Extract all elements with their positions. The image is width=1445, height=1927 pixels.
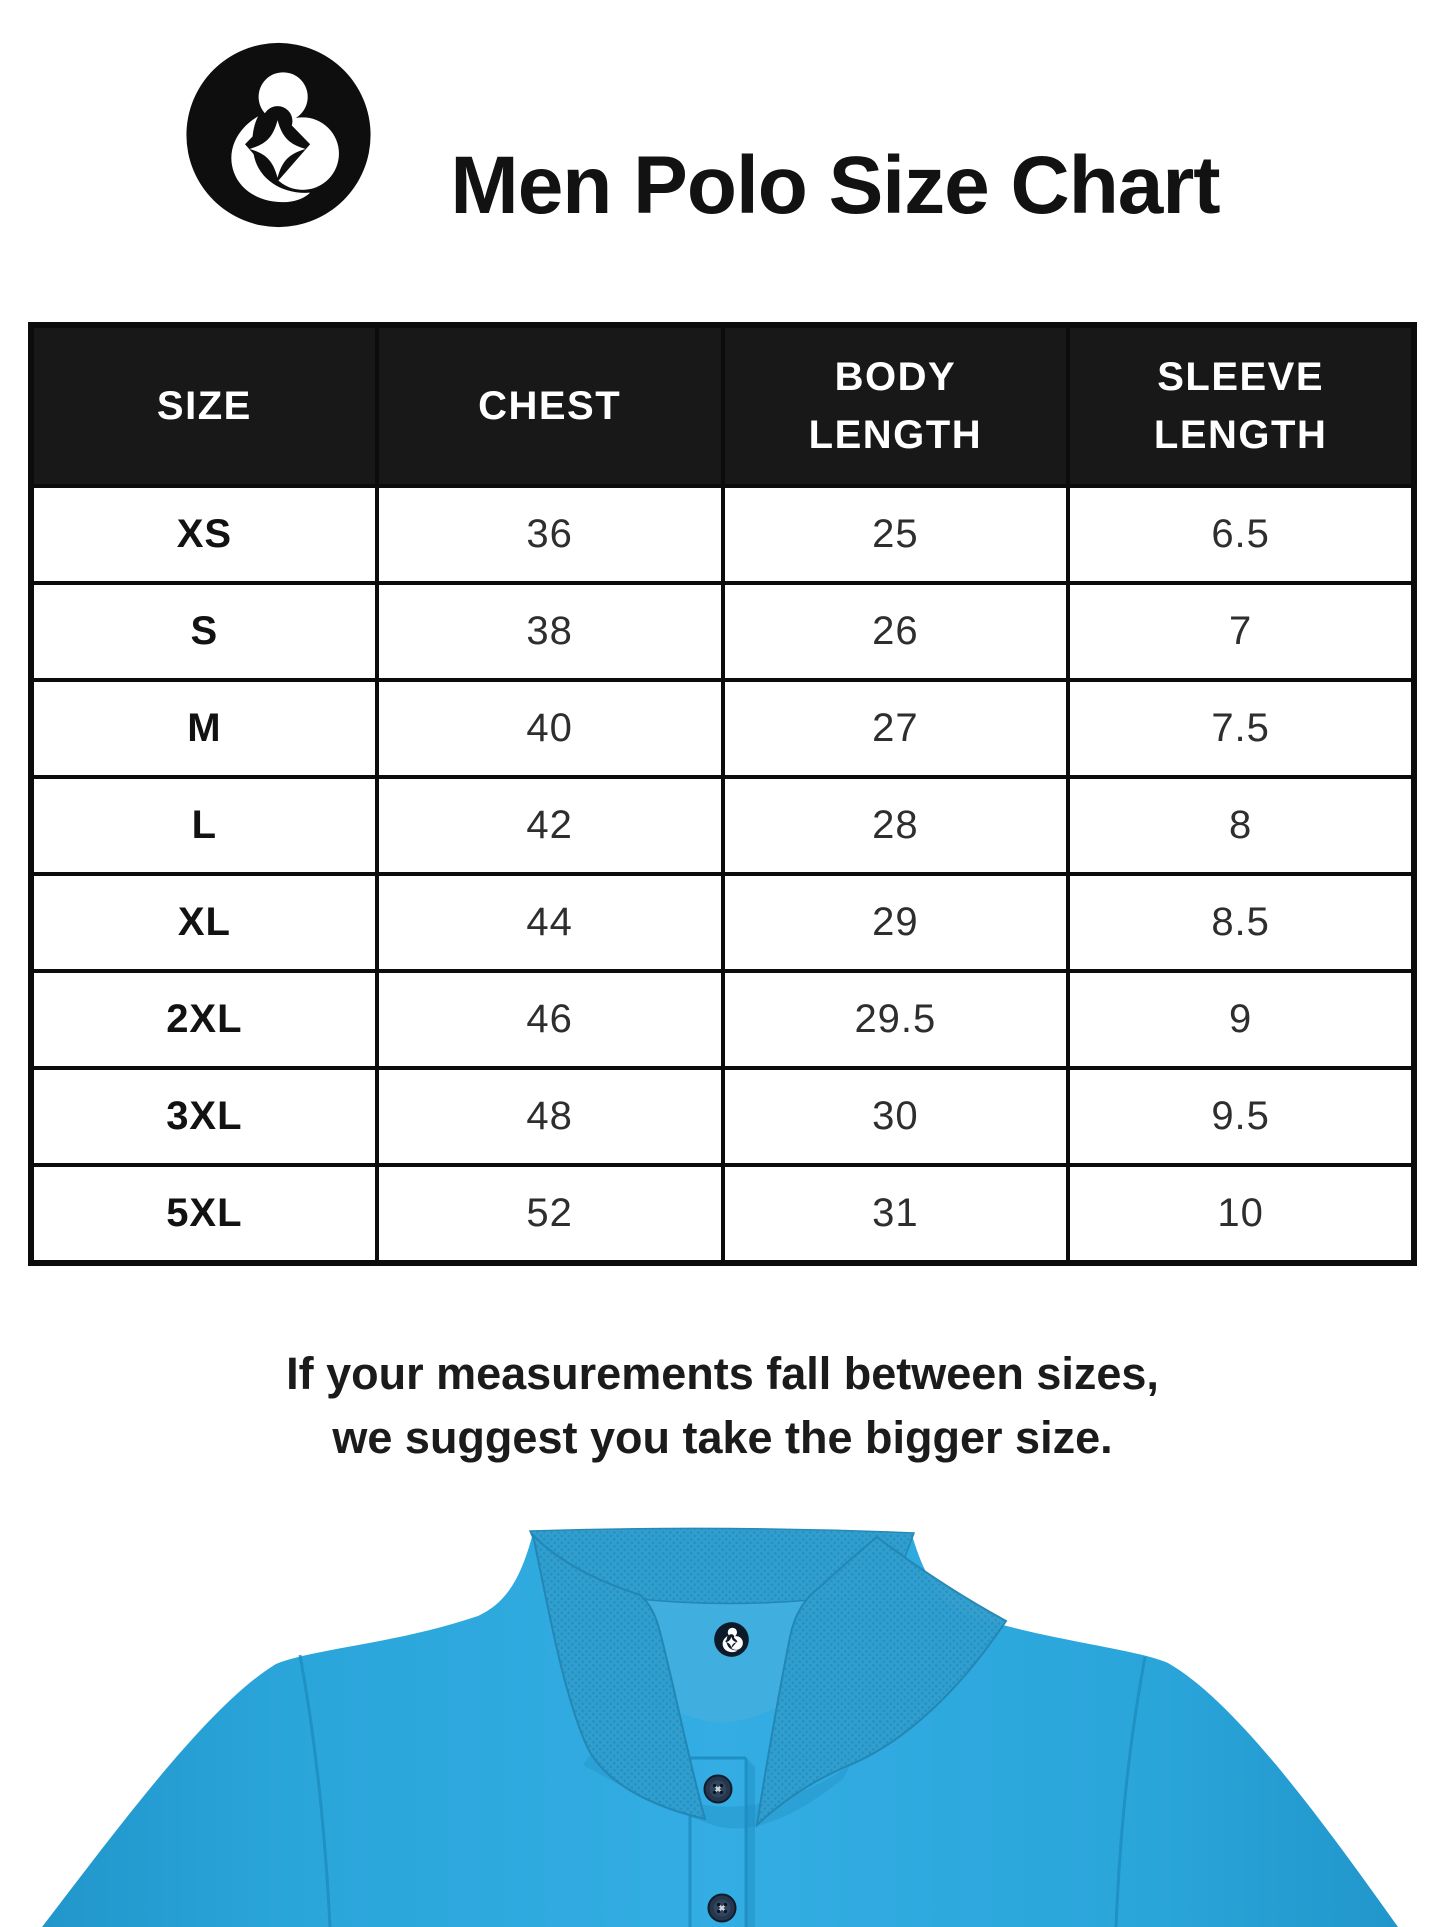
size-cell: 3XL (29, 1066, 379, 1167)
sleeve-length-cell: 7 (1066, 581, 1416, 682)
table-row: S 38 26 7 (29, 581, 1416, 682)
table-header-row: SIZE CHEST BODY LENGTH SLEEVE LENGTH (29, 323, 1416, 488)
body-length-cell: 29 (720, 872, 1071, 973)
size-cell: M (29, 678, 379, 779)
chest-cell: 42 (374, 775, 725, 876)
chest-cell: 52 (374, 1163, 725, 1265)
size-cell: 5XL (29, 1163, 379, 1265)
body-length-cell: 28 (720, 775, 1071, 876)
sizing-note-line2: we suggest you take the bigger size. (332, 1411, 1113, 1463)
sizing-note: If your measurements fall between sizes,… (0, 1342, 1445, 1470)
size-cell: L (29, 775, 379, 876)
neck-label-logo-icon (714, 1622, 749, 1657)
sleeve-length-cell: 10 (1066, 1163, 1416, 1265)
col-header-chest-label: CHEST (478, 384, 622, 428)
body-length-cell: 26 (720, 581, 1071, 682)
sleeve-length-cell: 6.5 (1066, 484, 1416, 585)
table-row: M 40 27 7.5 (29, 678, 1416, 779)
body-length-cell: 31 (720, 1163, 1071, 1265)
page-title: Men Polo Size Chart (450, 139, 1220, 231)
col-header-body-length-label: BODY LENGTH (808, 355, 983, 457)
table-row: L 42 28 8 (29, 775, 1416, 876)
product-photo-polo-shirt (42, 1527, 1398, 1927)
table-row: XS 36 25 6.5 (29, 484, 1416, 585)
sizing-note-line1: If your measurements fall between sizes, (286, 1348, 1159, 1399)
col-header-body-length: BODY LENGTH (720, 323, 1071, 488)
col-header-size: SIZE (29, 323, 379, 488)
size-cell: 2XL (29, 969, 379, 1070)
size-chart-table: SIZE CHEST BODY LENGTH SLEEVE LENGTH XS … (28, 322, 1417, 1266)
table-row: 3XL 48 30 9.5 (29, 1066, 1416, 1167)
polo-button (703, 1774, 733, 1804)
sleeve-length-cell: 7.5 (1066, 678, 1416, 779)
size-cell: XL (29, 872, 379, 973)
left-sleeve-seam (298, 1654, 332, 1927)
col-header-size-label: SIZE (156, 384, 252, 428)
chest-cell: 44 (374, 872, 725, 973)
polo-button (707, 1893, 737, 1923)
chest-cell: 36 (374, 484, 725, 585)
body-length-cell: 30 (720, 1066, 1071, 1167)
body-length-cell: 29.5 (720, 969, 1071, 1070)
polo-collar (528, 1527, 1008, 1828)
table-row: XL 44 29 8.5 (29, 872, 1416, 973)
table-row: 2XL 46 29.5 9 (29, 969, 1416, 1070)
col-header-sleeve-length: SLEEVE LENGTH (1066, 323, 1416, 488)
right-sleeve-seam (1114, 1656, 1147, 1927)
sleeve-length-cell: 8 (1066, 775, 1416, 876)
chest-cell: 48 (374, 1066, 725, 1167)
table-row: 5XL 52 31 10 (29, 1163, 1416, 1265)
chest-cell: 38 (374, 581, 725, 682)
sleeve-length-cell: 9.5 (1066, 1066, 1416, 1167)
size-cell: S (29, 581, 379, 682)
sleeve-length-cell: 8.5 (1066, 872, 1416, 973)
sleeve-length-cell: 9 (1066, 969, 1416, 1070)
mother-baby-logo-icon (185, 42, 372, 228)
chest-cell: 46 (374, 969, 725, 1070)
body-length-cell: 27 (720, 678, 1071, 779)
chest-cell: 40 (374, 678, 725, 779)
size-cell: XS (29, 484, 379, 585)
col-header-chest: CHEST (374, 323, 725, 488)
polo-body (42, 1529, 1398, 1927)
body-length-cell: 25 (720, 484, 1071, 585)
col-header-sleeve-length-label: SLEEVE LENGTH (1153, 355, 1328, 457)
